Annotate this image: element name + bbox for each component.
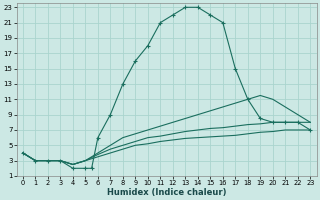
X-axis label: Humidex (Indice chaleur): Humidex (Indice chaleur) [107,188,226,197]
